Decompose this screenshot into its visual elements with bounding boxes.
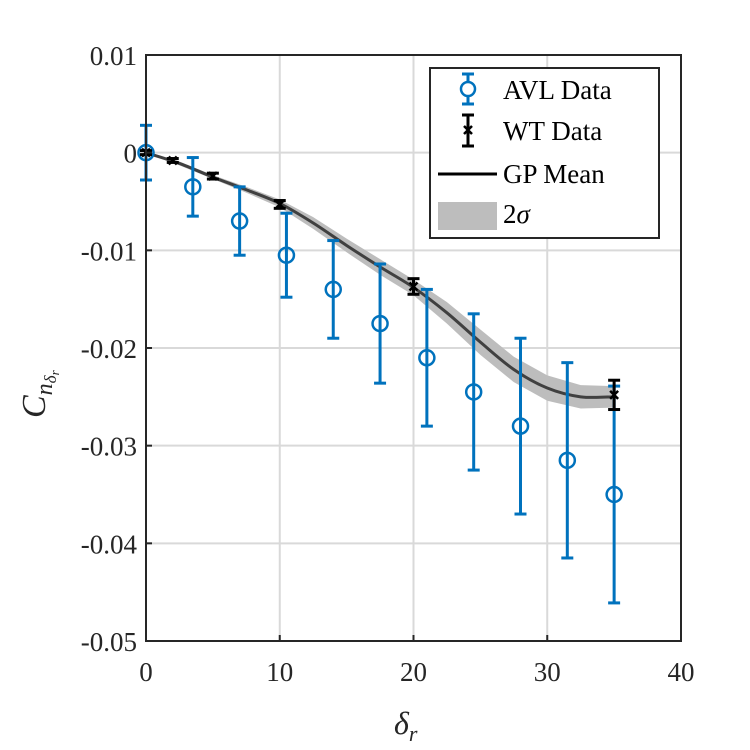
- legend-avl-label: AVL Data: [503, 75, 612, 105]
- y-axis-label-subsubsub: r: [47, 369, 62, 375]
- avl-point: [371, 314, 389, 333]
- legend-entry-gp: GP Mean: [438, 159, 605, 189]
- avl-point: [558, 451, 577, 470]
- avl-point: [605, 485, 623, 504]
- y-tick-label: -0.05: [81, 627, 137, 657]
- x-axis-label-base: δ: [394, 705, 410, 741]
- legend-sigma-swatch: [438, 202, 497, 230]
- y-axis-label: Cnδr: [16, 369, 62, 418]
- legend-wt-label: WT Data: [503, 116, 602, 146]
- y-tick-label: -0.02: [81, 334, 137, 364]
- wt-point: [274, 199, 285, 210]
- legend-entry-wt: WT Data: [462, 113, 602, 148]
- x-tick-labels: 0 10 20 30 40: [139, 635, 695, 687]
- legend-entry-avl: AVL Data: [459, 72, 612, 106]
- x-tick-label: 30: [534, 657, 561, 687]
- x-tick-label: 20: [400, 657, 427, 687]
- x-tick-label: 40: [668, 657, 695, 687]
- legend-wt-marker: [463, 125, 473, 135]
- gp-confidence-band: [146, 152, 615, 409]
- wt-point: [408, 281, 419, 292]
- wt-point: [609, 389, 620, 400]
- avl-point: [324, 280, 342, 299]
- gp-band-area: [146, 152, 615, 409]
- x-tick-label: 0: [139, 657, 153, 687]
- wt-point: [167, 155, 178, 166]
- x-tick-label: 10: [266, 657, 293, 687]
- legend-gp-label: GP Mean: [503, 159, 605, 189]
- y-tick-labels: 0.01 0 -0.01 -0.02 -0.03 -0.04 -0.05: [81, 41, 152, 657]
- avl-point: [418, 349, 436, 367]
- avl-point: [277, 246, 296, 264]
- legend-entry-sigma: 2σ: [438, 199, 532, 230]
- legend-sigma-label: 2σ: [503, 199, 532, 229]
- y-axis-label-sub: n: [32, 383, 58, 395]
- avl-point: [511, 417, 530, 435]
- x-axis-label: δr: [394, 705, 418, 746]
- avl-point: [184, 178, 202, 196]
- y-tick-label: 0.01: [90, 41, 137, 71]
- legend-sigma-symbol: σ: [517, 199, 532, 229]
- wt-point: [207, 171, 218, 181]
- legend-sigma-number: 2: [503, 199, 517, 229]
- legend-avl-marker: [459, 80, 477, 98]
- y-tick-label: -0.01: [81, 236, 137, 266]
- legend: AVL Data WT Data GP Mean 2σ: [429, 67, 660, 239]
- x-axis-label-sub: r: [409, 721, 418, 746]
- y-tick-label: 0: [124, 139, 138, 169]
- y-axis-label-subsub: δ: [41, 374, 60, 383]
- y-tick-label: -0.04: [81, 529, 138, 559]
- y-tick-label: -0.03: [81, 432, 137, 462]
- avl-point: [464, 383, 483, 401]
- avl-point: [230, 212, 249, 230]
- y-axis-label-base: C: [16, 395, 53, 418]
